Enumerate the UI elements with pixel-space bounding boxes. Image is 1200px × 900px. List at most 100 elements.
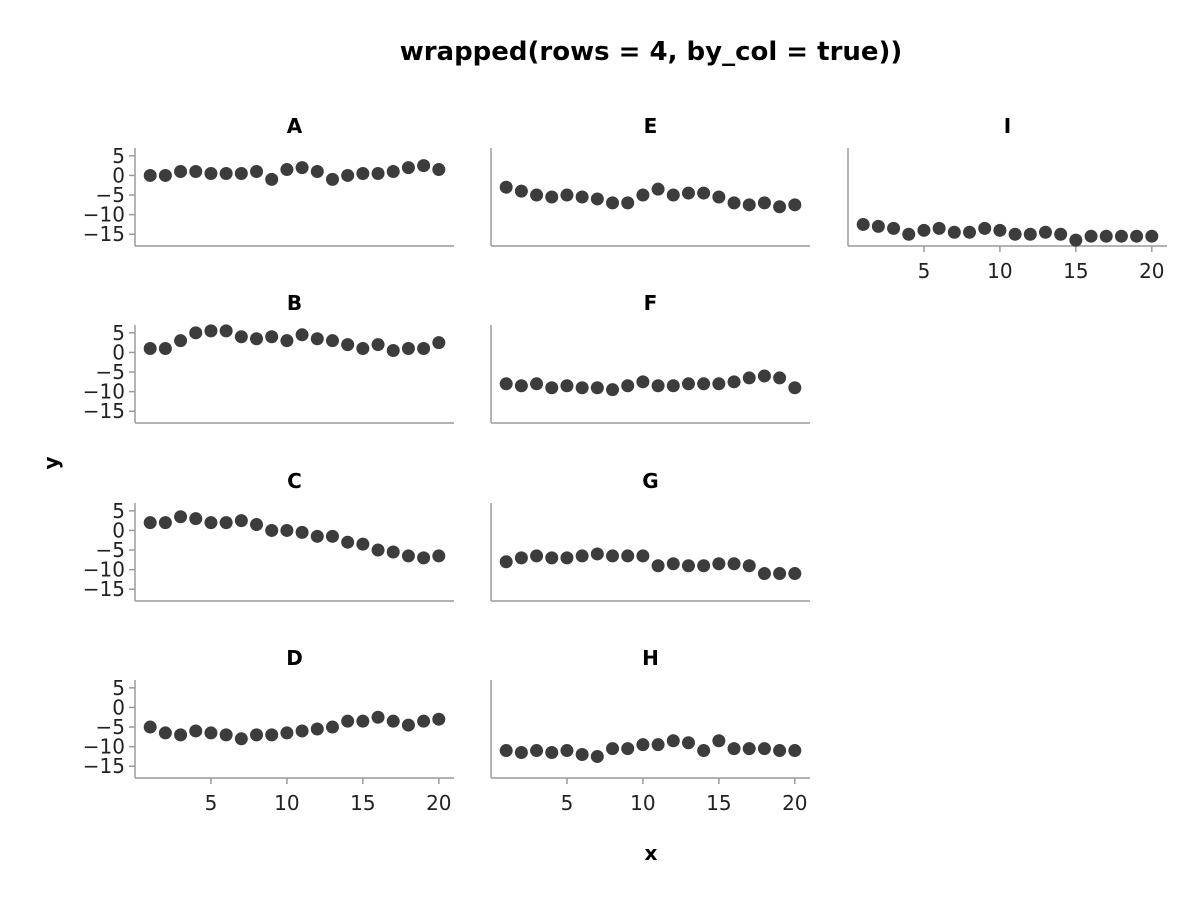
x-tick-label: 10 bbox=[274, 791, 299, 815]
data-point bbox=[189, 165, 203, 179]
x-tick-label: 5 bbox=[918, 259, 931, 283]
data-point bbox=[742, 371, 756, 385]
data-point bbox=[499, 744, 513, 758]
data-point bbox=[219, 728, 233, 742]
data-point bbox=[757, 369, 771, 383]
data-point bbox=[514, 379, 528, 393]
data-point bbox=[606, 549, 620, 563]
data-point bbox=[325, 720, 339, 734]
data-point bbox=[386, 165, 400, 179]
y-tick-label: −10 bbox=[83, 735, 125, 759]
data-point bbox=[417, 159, 431, 173]
data-point bbox=[773, 371, 787, 385]
data-point bbox=[697, 559, 711, 573]
data-point bbox=[371, 710, 385, 724]
data-point bbox=[174, 334, 188, 348]
data-point bbox=[788, 567, 802, 581]
x-tick-label: 20 bbox=[1139, 259, 1164, 283]
data-point bbox=[265, 728, 279, 742]
data-point bbox=[1084, 229, 1098, 243]
data-point bbox=[250, 728, 264, 742]
x-tick-label: 20 bbox=[782, 791, 807, 815]
data-point bbox=[371, 166, 385, 180]
x-tick-label: 15 bbox=[1063, 259, 1088, 283]
data-point bbox=[902, 227, 916, 241]
data-point bbox=[386, 343, 400, 357]
data-point bbox=[401, 342, 415, 356]
data-point bbox=[1145, 229, 1159, 243]
data-point bbox=[530, 549, 544, 563]
data-point bbox=[978, 221, 992, 235]
y-tick-label: 0 bbox=[112, 518, 125, 542]
data-point bbox=[295, 724, 309, 738]
panel-b: B 50−5−10−15 bbox=[83, 291, 454, 424]
data-point bbox=[575, 381, 589, 395]
y-axis-label: y bbox=[39, 456, 63, 469]
data-point bbox=[401, 161, 415, 175]
data-point bbox=[856, 217, 870, 231]
data-point bbox=[371, 543, 385, 557]
panel-title-f: F bbox=[644, 291, 658, 315]
data-point bbox=[325, 529, 339, 543]
data-point bbox=[530, 377, 544, 391]
data-point bbox=[681, 559, 695, 573]
data-point bbox=[727, 557, 741, 571]
panel-e: E bbox=[490, 114, 810, 247]
data-point bbox=[310, 722, 324, 736]
data-point bbox=[432, 336, 446, 350]
panel-c: C 50−5−10−15 bbox=[83, 469, 454, 602]
y-tick-label: −5 bbox=[96, 538, 125, 562]
data-point bbox=[560, 551, 574, 565]
data-point bbox=[1114, 229, 1128, 243]
data-point bbox=[606, 196, 620, 210]
data-point bbox=[295, 328, 309, 342]
data-point bbox=[432, 549, 446, 563]
data-point bbox=[143, 720, 157, 734]
data-point bbox=[545, 551, 559, 565]
x-tick-label: 10 bbox=[987, 259, 1012, 283]
data-point bbox=[310, 332, 324, 346]
facet-panels: A50−5−10−15B50−5−10−15C50−5−10−15D50−5−1… bbox=[83, 114, 1167, 815]
panel-title-a: A bbox=[287, 114, 303, 138]
data-point bbox=[204, 324, 218, 338]
data-point bbox=[432, 712, 446, 726]
panel-h: H 5 10 15 20 bbox=[490, 646, 810, 815]
data-point bbox=[417, 551, 431, 565]
data-point bbox=[887, 221, 901, 235]
data-point bbox=[788, 744, 802, 758]
panel-title-d: D bbox=[286, 646, 303, 670]
y-tick-label: −15 bbox=[83, 577, 125, 601]
y-tick-label: −15 bbox=[83, 399, 125, 423]
x-tick-label: 10 bbox=[630, 791, 655, 815]
data-point bbox=[697, 377, 711, 391]
data-point bbox=[917, 223, 931, 237]
y-tick-label: 5 bbox=[112, 676, 125, 700]
data-point bbox=[651, 379, 665, 393]
data-point bbox=[189, 326, 203, 340]
data-point bbox=[341, 714, 355, 728]
data-point bbox=[174, 165, 188, 179]
data-point bbox=[265, 330, 279, 344]
data-point bbox=[1008, 227, 1022, 241]
x-axis-label: x bbox=[645, 841, 658, 865]
data-point bbox=[499, 555, 513, 569]
data-point bbox=[773, 567, 787, 581]
data-point bbox=[621, 742, 635, 756]
data-point bbox=[575, 549, 589, 563]
data-point bbox=[727, 742, 741, 756]
data-point bbox=[514, 746, 528, 760]
data-point bbox=[174, 728, 188, 742]
data-point bbox=[204, 166, 218, 180]
data-point bbox=[788, 198, 802, 212]
data-point bbox=[712, 377, 726, 391]
data-point bbox=[621, 196, 635, 210]
panel-title-e: E bbox=[644, 114, 658, 138]
panel-title-c: C bbox=[287, 469, 302, 493]
y-tick-label: 5 bbox=[112, 321, 125, 345]
data-point bbox=[712, 557, 726, 571]
data-point bbox=[636, 738, 650, 752]
data-point bbox=[681, 186, 695, 200]
data-point bbox=[1069, 233, 1083, 247]
